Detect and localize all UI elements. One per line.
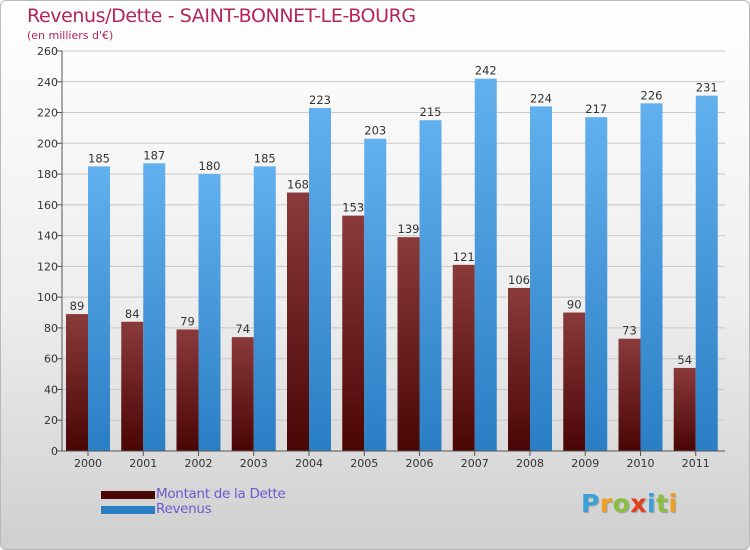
x-tick-label: 2007: [461, 457, 489, 470]
value-label-revenus: 224: [530, 91, 552, 105]
chart-subtitle: (en milliers d'€): [27, 29, 114, 42]
legend: Montant de la Dette Revenus: [101, 487, 286, 517]
value-label-revenus: 215: [420, 105, 442, 119]
value-label-revenus: 185: [254, 151, 276, 165]
bar-dette: [563, 312, 586, 451]
bar-dette: [673, 367, 696, 451]
x-tick-label: 2008: [516, 457, 544, 470]
x-axis-ticks: 2000 2001 2002 2003 2004 2005 2006 2007 2008 2009…: [74, 451, 710, 470]
x-tick-label: 2002: [185, 457, 213, 470]
y-tick-label: 180: [37, 168, 58, 181]
chart-title: Revenus/Dette - SAINT-BONNET-LE-BOURG: [27, 5, 416, 27]
bar-revenus: [585, 117, 608, 452]
value-label-dette: 121: [453, 250, 475, 264]
legend-label-revenus: Revenus: [156, 501, 212, 517]
bar-revenus: [364, 138, 387, 451]
x-tick-label: 2004: [295, 457, 323, 470]
bar-dette: [452, 264, 475, 451]
value-label-revenus: 242: [475, 64, 497, 78]
bar-revenus: [474, 78, 497, 451]
bar-dette: [618, 338, 641, 451]
value-label-revenus: 185: [88, 151, 110, 165]
bar-revenus: [143, 163, 166, 452]
legend-label-dette: Montant de la Dette: [156, 486, 286, 502]
logo-letter: t: [656, 489, 669, 518]
y-tick-label: 0: [51, 445, 58, 458]
x-tick-label: 2009: [571, 457, 599, 470]
value-label-dette: 84: [125, 307, 140, 321]
x-tick-label: 2003: [240, 457, 268, 470]
bar-dette: [66, 314, 88, 451]
x-tick-label: 2000: [74, 457, 102, 470]
y-tick-label: 140: [37, 230, 58, 243]
value-label-revenus: 187: [143, 148, 165, 162]
grid-lines: [62, 50, 725, 452]
x-tick-label: 2010: [627, 457, 655, 470]
legend-item-revenus: Revenus: [101, 502, 286, 517]
proxiti-logo: Proxiti: [581, 489, 678, 518]
value-label-revenus: 203: [364, 124, 386, 138]
value-label-revenus: 231: [696, 81, 718, 95]
value-label-dette: 74: [235, 322, 250, 336]
value-label-dette: 54: [677, 353, 692, 367]
value-label-revenus: 217: [585, 102, 607, 116]
legend-swatch-dette: [101, 490, 155, 499]
bar-dette: [508, 287, 530, 451]
y-tick-label: 80: [44, 322, 58, 335]
bar-revenus: [88, 166, 110, 451]
value-label-revenus: 223: [309, 93, 331, 107]
bar-dette: [342, 215, 365, 451]
logo-letter: x: [630, 489, 647, 518]
logo-letter: r: [599, 489, 613, 518]
x-tick-label: 2005: [350, 457, 378, 470]
bar-dette: [176, 329, 199, 451]
logo-letter: i: [647, 489, 657, 518]
legend-item-dette: Montant de la Dette: [101, 487, 286, 502]
value-label-revenus: 180: [199, 159, 221, 173]
data-labels: 89 185 84 187 79 180 74 185 168 223 153 203 139 215 12…: [70, 64, 718, 367]
logo-letter: o: [612, 489, 631, 518]
logo-letter: P: [581, 489, 600, 518]
axes: [61, 51, 725, 452]
bar-dette: [397, 237, 420, 451]
bar-revenus: [640, 103, 663, 452]
value-label-dette: 90: [567, 298, 582, 312]
legend-swatch-revenus: [101, 505, 155, 514]
y-tick-label: 40: [44, 383, 58, 396]
bar-revenus: [419, 120, 442, 451]
y-axis-ticks: 0 20 40 60 80 100 120 140 160 180 200 220 240 260: [37, 45, 62, 458]
x-tick-label: 2006: [406, 457, 434, 470]
bar-revenus: [198, 174, 221, 452]
y-tick-label: 200: [37, 137, 58, 150]
y-tick-label: 260: [37, 45, 58, 58]
x-tick-label: 2001: [129, 457, 157, 470]
y-tick-label: 160: [37, 199, 58, 212]
y-tick-label: 220: [37, 107, 58, 120]
bar-dette: [121, 321, 144, 451]
y-tick-label: 20: [44, 414, 58, 427]
y-tick-label: 240: [37, 76, 58, 89]
y-tick-label: 60: [44, 353, 58, 366]
value-label-dette: 168: [287, 178, 309, 192]
value-label-dette: 106: [508, 273, 530, 287]
value-label-dette: 139: [398, 222, 420, 236]
value-label-dette: 73: [622, 324, 637, 338]
logo-letter: i: [668, 489, 678, 518]
value-label-dette: 79: [180, 314, 195, 328]
bars: [66, 78, 718, 452]
x-tick-label: 2011: [682, 457, 710, 470]
value-label-dette: 89: [70, 299, 85, 313]
y-tick-label: 100: [37, 291, 58, 304]
bar-revenus: [695, 95, 718, 451]
bar-revenus: [309, 107, 331, 451]
value-label-revenus: 226: [641, 88, 663, 102]
bar-revenus: [253, 166, 276, 451]
value-label-dette: 153: [342, 201, 364, 215]
bar-revenus: [530, 106, 552, 451]
y-tick-label: 120: [37, 260, 58, 273]
bar-dette: [231, 337, 254, 451]
bar-dette: [287, 192, 309, 452]
